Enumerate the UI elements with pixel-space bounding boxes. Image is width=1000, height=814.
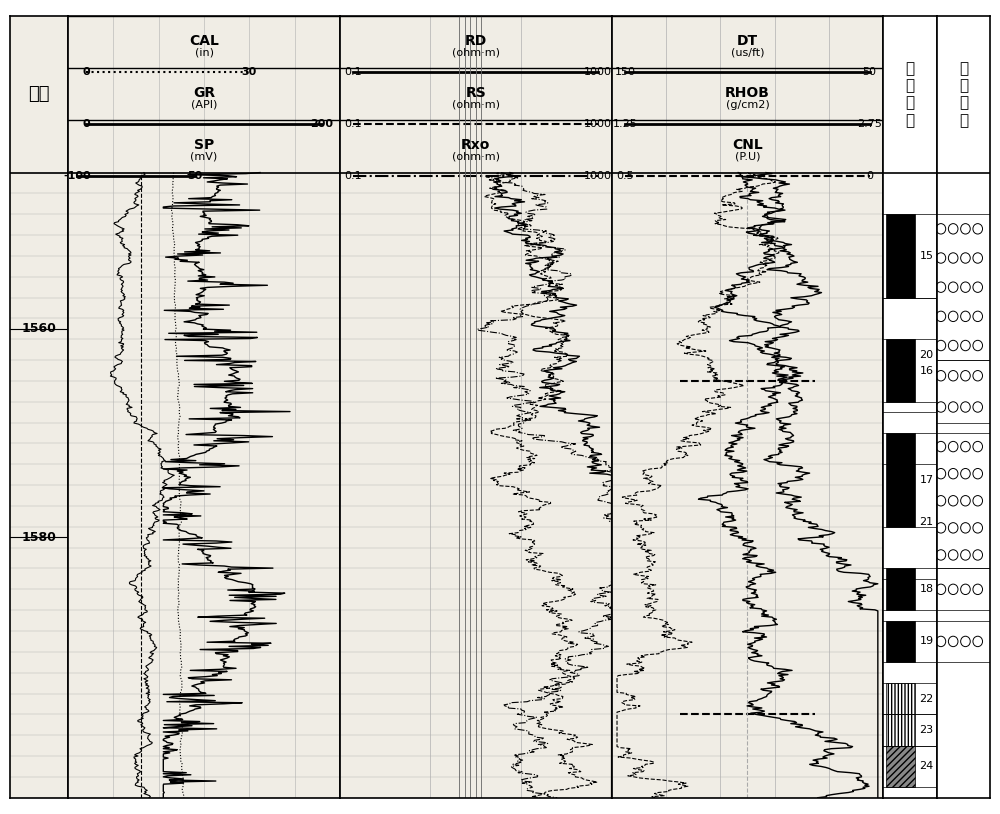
- Text: 1000: 1000: [584, 67, 612, 77]
- Text: 22: 22: [920, 694, 934, 704]
- Text: 23: 23: [920, 725, 934, 735]
- Text: 0.1: 0.1: [345, 171, 362, 181]
- Text: 1560: 1560: [22, 322, 57, 335]
- Bar: [886, 746, 915, 787]
- Text: (us/ft): (us/ft): [731, 47, 764, 58]
- Text: 21: 21: [920, 517, 934, 527]
- Text: (in): (in): [195, 47, 214, 58]
- Text: (ohm·m): (ohm·m): [452, 47, 500, 58]
- Bar: [886, 433, 915, 527]
- Text: (g/cm2): (g/cm2): [726, 99, 769, 110]
- Text: 17: 17: [920, 475, 934, 485]
- Bar: [886, 683, 915, 715]
- Text: 0: 0: [83, 67, 90, 77]
- Text: 15: 15: [920, 251, 934, 261]
- Text: 0.1: 0.1: [345, 119, 362, 129]
- Text: RD: RD: [465, 34, 487, 48]
- Bar: [886, 214, 915, 298]
- Text: GR: GR: [193, 86, 215, 100]
- Text: 解
释
结
论: 解 释 结 论: [905, 61, 915, 128]
- Text: CAL: CAL: [189, 34, 219, 48]
- Text: 1580: 1580: [22, 531, 57, 544]
- Text: (ohm·m): (ohm·m): [452, 151, 500, 162]
- Text: 深度: 深度: [28, 85, 50, 103]
- Text: 18: 18: [920, 584, 934, 594]
- Text: 1000: 1000: [584, 171, 612, 181]
- Bar: [886, 715, 915, 746]
- Text: -100: -100: [63, 171, 91, 181]
- Text: 1.25: 1.25: [613, 119, 638, 129]
- Text: 0: 0: [83, 119, 90, 129]
- Text: 30: 30: [242, 67, 257, 77]
- Text: (API): (API): [191, 99, 217, 110]
- Text: (mV): (mV): [190, 151, 218, 162]
- Bar: [886, 568, 915, 610]
- Text: Rxo: Rxo: [461, 138, 490, 152]
- Text: 0.5: 0.5: [616, 171, 634, 181]
- Text: 0.1: 0.1: [345, 67, 362, 77]
- Text: SP: SP: [194, 138, 214, 152]
- Text: 200: 200: [310, 119, 333, 129]
- Text: (P.U): (P.U): [735, 151, 760, 162]
- Text: 150: 150: [615, 67, 636, 77]
- Text: 1000: 1000: [584, 119, 612, 129]
- Bar: [886, 339, 915, 402]
- Text: 20: 20: [920, 350, 934, 360]
- Text: CNL: CNL: [732, 138, 763, 152]
- Text: (ohm·m): (ohm·m): [452, 99, 500, 110]
- Text: 0: 0: [866, 171, 873, 181]
- Bar: [886, 620, 915, 663]
- Text: 50: 50: [187, 171, 203, 181]
- Text: 补
孔
位
置: 补 孔 位 置: [959, 61, 968, 128]
- Text: 24: 24: [920, 761, 934, 772]
- Text: 19: 19: [920, 637, 934, 646]
- Text: RS: RS: [465, 86, 486, 100]
- Text: RHOB: RHOB: [725, 86, 770, 100]
- Text: 2.75: 2.75: [857, 119, 882, 129]
- Text: 50: 50: [863, 67, 877, 77]
- Text: 16: 16: [920, 365, 934, 375]
- Text: DT: DT: [737, 34, 758, 48]
